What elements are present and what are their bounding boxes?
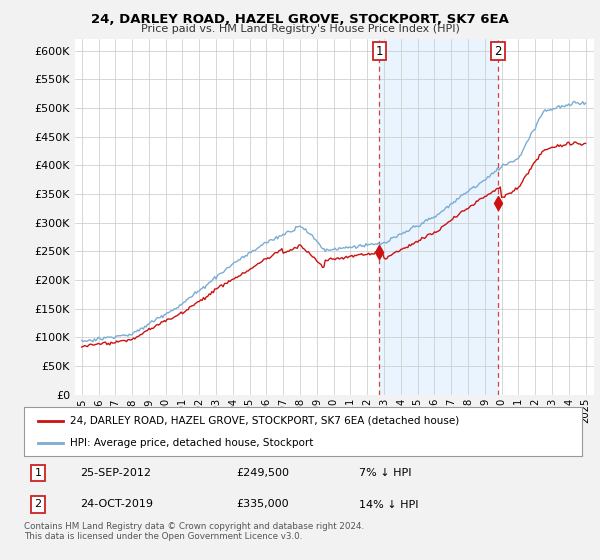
Bar [379,39,498,395]
Text: 1: 1 [376,45,383,58]
Text: Contains HM Land Registry data © Crown copyright and database right 2024.
This d: Contains HM Land Registry data © Crown c… [24,522,364,542]
Text: 7% ↓ HPI: 7% ↓ HPI [359,468,412,478]
Text: 24-OCT-2019: 24-OCT-2019 [80,500,153,510]
Text: 24, DARLEY ROAD, HAZEL GROVE, STOCKPORT, SK7 6EA: 24, DARLEY ROAD, HAZEL GROVE, STOCKPORT,… [91,13,509,26]
Text: HPI: Average price, detached house, Stockport: HPI: Average price, detached house, Stoc… [70,437,313,447]
Text: £249,500: £249,500 [236,468,289,478]
Text: 2: 2 [34,500,41,510]
Text: 2: 2 [494,45,502,58]
Text: 1: 1 [34,468,41,478]
Text: 14% ↓ HPI: 14% ↓ HPI [359,500,418,510]
Text: £335,000: £335,000 [236,500,289,510]
Text: 24, DARLEY ROAD, HAZEL GROVE, STOCKPORT, SK7 6EA (detached house): 24, DARLEY ROAD, HAZEL GROVE, STOCKPORT,… [70,416,459,426]
Text: Price paid vs. HM Land Registry's House Price Index (HPI): Price paid vs. HM Land Registry's House … [140,24,460,34]
Text: 25-SEP-2012: 25-SEP-2012 [80,468,151,478]
